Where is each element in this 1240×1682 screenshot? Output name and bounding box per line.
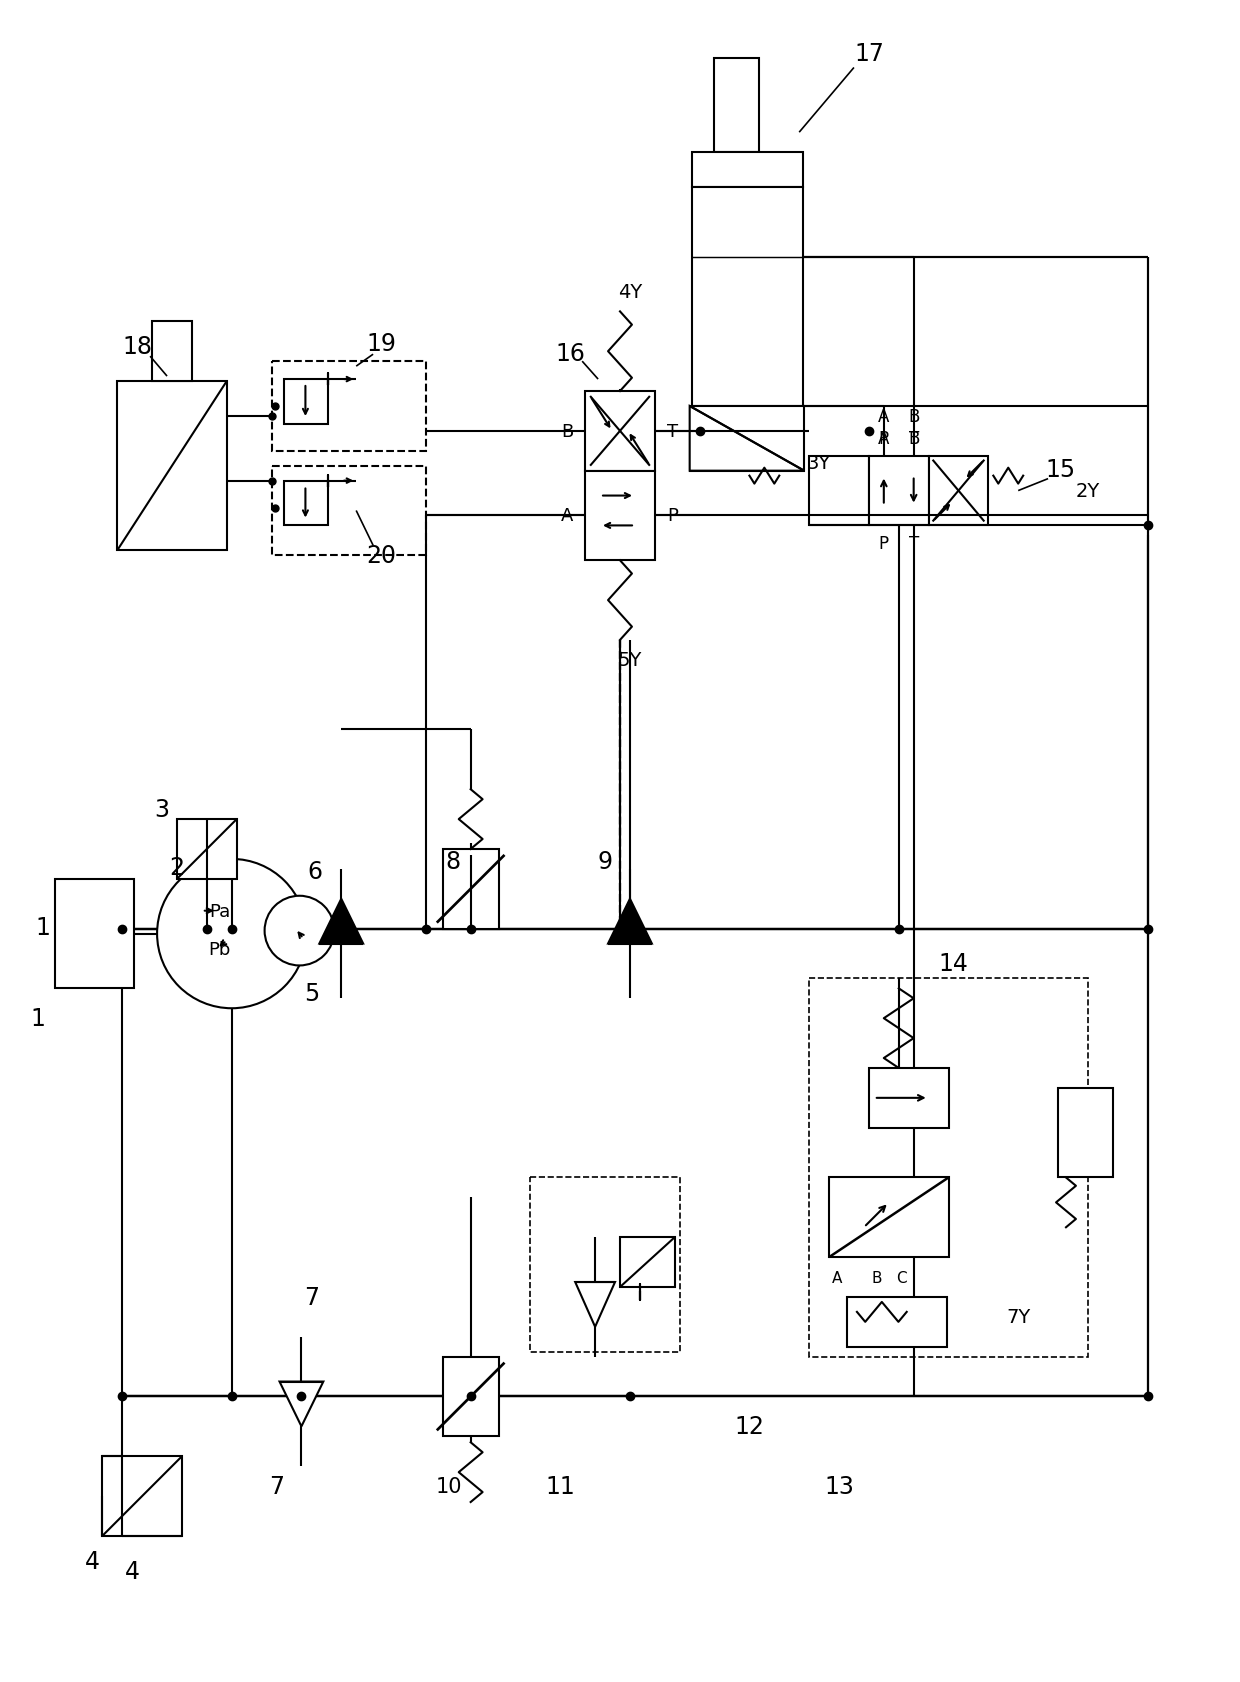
Bar [443,1357,498,1436]
Text: 4Y: 4Y [618,283,642,301]
Text: T: T [667,422,678,441]
Bar [713,59,759,153]
Bar [272,362,425,451]
Bar [103,1457,182,1536]
Text: 7: 7 [304,1285,319,1309]
Bar [869,1068,949,1129]
Text: 1: 1 [35,915,50,939]
Polygon shape [608,900,652,944]
Text: 7: 7 [269,1473,284,1499]
Text: Pb: Pb [208,940,231,959]
Text: 15: 15 [1045,458,1075,481]
Text: C: C [897,1270,906,1285]
Bar [118,382,227,552]
Text: A: A [878,407,889,426]
Bar [272,466,425,557]
Bar [443,849,498,928]
Text: 3: 3 [155,797,170,821]
Bar [847,1297,946,1347]
Bar [55,880,134,989]
Bar [585,471,655,560]
Text: A: A [560,508,573,525]
Circle shape [264,897,335,965]
Bar [692,188,804,407]
Text: 5Y: 5Y [618,651,642,669]
Bar [929,456,988,526]
Text: 8: 8 [445,849,460,873]
Bar [620,1238,675,1287]
Text: 12: 12 [734,1415,764,1438]
Bar [869,456,929,526]
Polygon shape [575,1282,615,1327]
Bar [692,153,804,188]
Bar [531,1177,680,1352]
Text: 9: 9 [598,849,613,873]
Text: T: T [909,429,919,447]
Text: T: T [909,535,919,553]
Text: 6: 6 [306,860,322,883]
Text: 4: 4 [125,1559,140,1583]
Text: 1: 1 [30,1006,45,1031]
Text: B: B [908,407,919,426]
Bar [689,407,805,471]
Text: 13: 13 [825,1473,854,1499]
Text: 17: 17 [854,42,884,66]
Text: B: B [908,429,919,447]
Text: 2: 2 [170,856,185,880]
Text: Pa: Pa [210,902,231,920]
Text: 7Y: 7Y [1006,1307,1030,1327]
Text: 19: 19 [366,331,396,357]
Bar [1058,1088,1112,1177]
Text: 10: 10 [435,1477,463,1497]
Text: B: B [562,422,573,441]
Text: P: P [879,535,889,553]
Bar [153,323,192,382]
Polygon shape [320,900,363,944]
Text: 16: 16 [556,341,585,367]
Text: 5: 5 [304,982,319,1006]
Circle shape [157,860,306,1009]
Text: 18: 18 [123,335,153,358]
Bar [810,979,1087,1357]
Bar [284,481,329,526]
Text: 3Y: 3Y [807,454,831,473]
Text: A: A [832,1270,842,1285]
Bar [177,819,237,880]
Text: P: P [667,508,678,525]
Text: A: A [878,429,889,447]
Text: 20: 20 [366,543,396,569]
Text: 4: 4 [84,1549,100,1573]
Text: 14: 14 [939,952,968,976]
Bar [830,1177,949,1258]
Bar [810,456,869,526]
Bar [585,392,655,471]
Text: 2Y: 2Y [1076,481,1100,501]
Text: P: P [879,429,889,447]
Polygon shape [689,407,805,471]
Text: 11: 11 [546,1473,575,1499]
Text: B: B [872,1270,882,1285]
Bar [284,380,329,424]
Polygon shape [279,1381,324,1426]
